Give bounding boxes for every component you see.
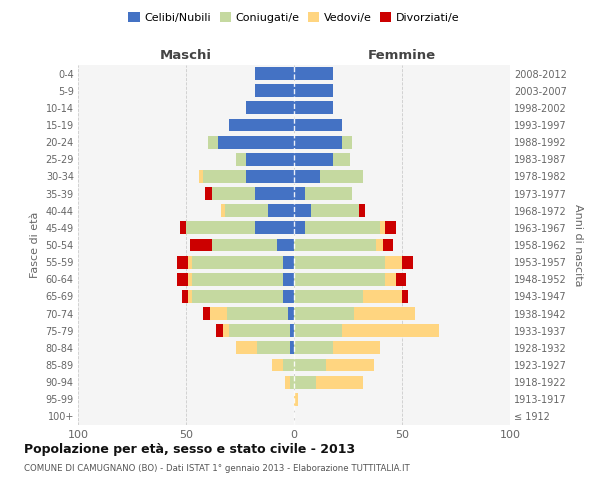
Bar	[257, 342, 290, 354]
Bar	[402, 290, 409, 303]
Bar	[294, 342, 333, 354]
Bar	[178, 256, 188, 268]
Bar	[203, 307, 210, 320]
Bar	[193, 273, 283, 285]
Bar	[376, 238, 383, 252]
Bar	[294, 67, 333, 80]
Bar	[380, 222, 385, 234]
Y-axis label: Fasce di età: Fasce di età	[30, 212, 40, 278]
Bar	[255, 187, 294, 200]
Bar	[294, 187, 305, 200]
Bar	[294, 204, 311, 217]
Bar	[294, 84, 333, 97]
Text: Femmine: Femmine	[368, 48, 436, 62]
Bar	[294, 136, 341, 148]
Bar	[294, 118, 341, 132]
Bar	[203, 170, 247, 183]
Bar	[229, 118, 294, 132]
Bar	[212, 187, 255, 200]
Bar	[193, 256, 283, 268]
Bar	[402, 256, 413, 268]
Bar	[294, 170, 320, 183]
Bar	[236, 153, 247, 166]
Bar	[212, 238, 277, 252]
Bar	[305, 187, 352, 200]
Y-axis label: Anni di nascita: Anni di nascita	[572, 204, 583, 286]
Bar	[320, 170, 363, 183]
Bar	[188, 256, 193, 268]
Bar	[294, 393, 298, 406]
Bar	[178, 273, 188, 285]
Bar	[355, 307, 415, 320]
Bar	[188, 273, 193, 285]
Bar	[216, 324, 223, 337]
Bar	[316, 376, 363, 388]
Bar	[294, 376, 316, 388]
Bar	[268, 204, 294, 217]
Bar	[290, 324, 294, 337]
Bar	[188, 290, 193, 303]
Bar	[385, 273, 395, 285]
Bar	[286, 376, 290, 388]
Text: Maschi: Maschi	[160, 48, 212, 62]
Bar	[311, 204, 359, 217]
Bar	[395, 273, 406, 285]
Bar	[294, 102, 333, 114]
Bar	[283, 256, 294, 268]
Bar	[208, 136, 218, 148]
Bar	[236, 342, 257, 354]
Bar	[218, 136, 294, 148]
Bar	[205, 187, 212, 200]
Text: Popolazione per età, sesso e stato civile - 2013: Popolazione per età, sesso e stato civil…	[24, 442, 355, 456]
Bar	[227, 307, 287, 320]
Bar	[255, 67, 294, 80]
Bar	[383, 238, 394, 252]
Bar	[385, 256, 402, 268]
Bar	[225, 204, 268, 217]
Bar	[294, 358, 326, 372]
Bar	[287, 307, 294, 320]
Bar	[294, 307, 355, 320]
Bar	[229, 324, 290, 337]
Bar	[290, 376, 294, 388]
Bar	[341, 324, 439, 337]
Bar	[290, 342, 294, 354]
Bar	[294, 256, 385, 268]
Bar	[283, 358, 294, 372]
Bar	[294, 290, 363, 303]
Bar	[294, 273, 385, 285]
Bar	[199, 170, 203, 183]
Bar	[272, 358, 283, 372]
Bar	[277, 238, 294, 252]
Bar	[190, 238, 212, 252]
Bar	[223, 324, 229, 337]
Bar	[363, 290, 402, 303]
Bar	[326, 358, 374, 372]
Bar	[247, 170, 294, 183]
Bar	[385, 222, 395, 234]
Bar	[182, 290, 188, 303]
Bar	[341, 136, 352, 148]
Bar	[333, 153, 350, 166]
Bar	[294, 222, 305, 234]
Legend: Celibi/Nubili, Coniugati/e, Vedovi/e, Divorziati/e: Celibi/Nubili, Coniugati/e, Vedovi/e, Di…	[124, 8, 464, 28]
Bar	[186, 222, 255, 234]
Bar	[193, 290, 283, 303]
Bar	[294, 238, 376, 252]
Bar	[255, 84, 294, 97]
Bar	[255, 222, 294, 234]
Bar	[179, 222, 186, 234]
Bar	[221, 204, 225, 217]
Bar	[210, 307, 227, 320]
Bar	[294, 153, 333, 166]
Bar	[283, 273, 294, 285]
Bar	[247, 153, 294, 166]
Bar	[294, 324, 341, 337]
Bar	[247, 102, 294, 114]
Bar	[283, 290, 294, 303]
Text: COMUNE DI CAMUGNANO (BO) - Dati ISTAT 1° gennaio 2013 - Elaborazione TUTTITALIA.: COMUNE DI CAMUGNANO (BO) - Dati ISTAT 1°…	[24, 464, 410, 473]
Bar	[333, 342, 380, 354]
Bar	[359, 204, 365, 217]
Bar	[305, 222, 380, 234]
